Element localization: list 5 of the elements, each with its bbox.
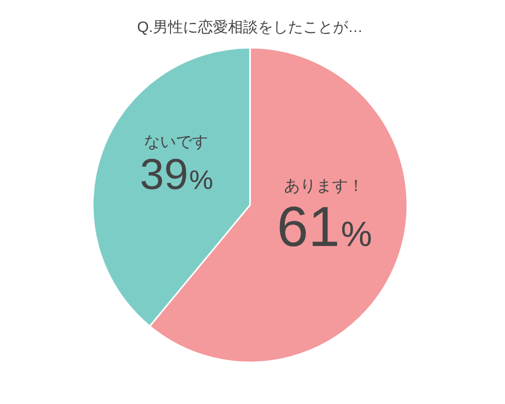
chart-title: Q.男性に恋愛相談をしたことが…	[137, 19, 363, 36]
data-label: 61%	[276, 194, 372, 258]
slice-label: あります！	[284, 178, 364, 195]
data-label: 39%	[140, 151, 214, 200]
slice-label: ないです	[144, 134, 208, 152]
